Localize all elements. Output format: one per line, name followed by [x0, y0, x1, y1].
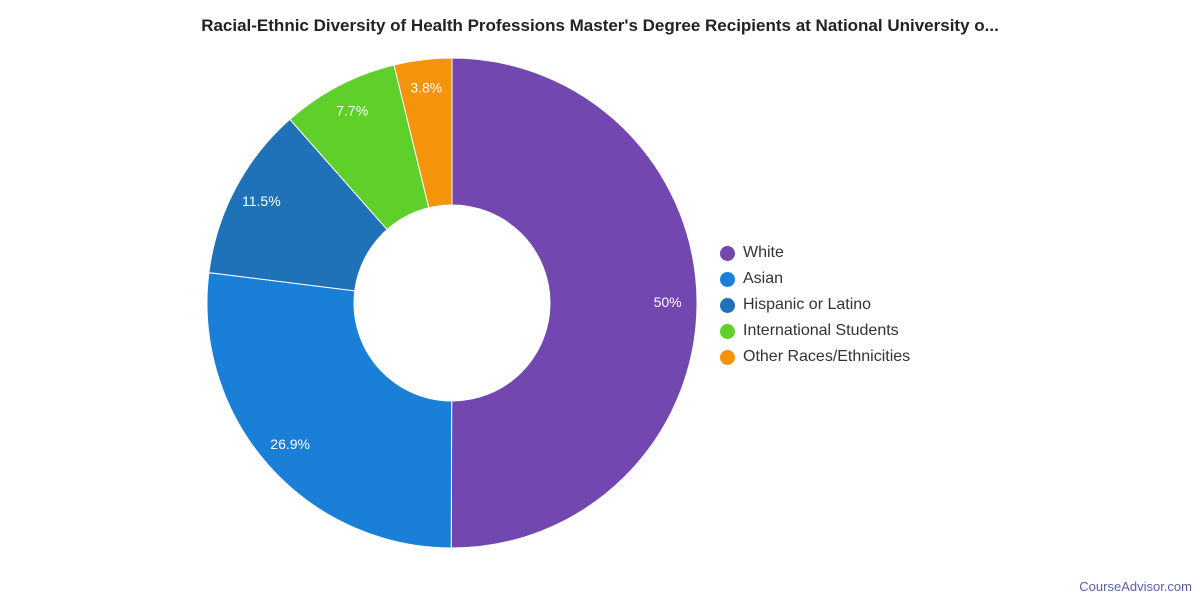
- legend-swatch-icon: [720, 349, 735, 365]
- slice-hispanic-or-latino[interactable]: [208, 118, 388, 292]
- slice-value-label: 3.8%: [410, 80, 442, 96]
- chart-title: Racial-Ethnic Diversity of Health Profes…: [201, 16, 999, 35]
- source-watermark[interactable]: CourseAdvisor.com: [1079, 579, 1192, 594]
- legend-item-hispanic-or-latino[interactable]: Hispanic or Latino: [720, 292, 910, 318]
- legend-label: White: [743, 244, 784, 261]
- legend-swatch-icon: [720, 297, 735, 313]
- legend-swatch-icon: [720, 271, 735, 287]
- slice-white[interactable]: [450, 57, 698, 549]
- slice-value-label: 26.9%: [270, 436, 310, 452]
- legend-item-other-races-ethnicities[interactable]: Other Races/Ethnicities: [720, 344, 910, 370]
- chart-legend: White Asian Hispanic or Latino Internationa…: [720, 240, 910, 370]
- legend-item-white[interactable]: White: [720, 240, 910, 266]
- legend-label: Hispanic or Latino: [743, 296, 872, 313]
- slice-value-label: 11.5%: [242, 193, 281, 209]
- slice-asian[interactable]: [206, 272, 453, 549]
- legend-item-international-students[interactable]: International Students: [720, 318, 910, 344]
- slice-value-label: 50%: [654, 294, 682, 310]
- slice-value-label: 7.7%: [336, 103, 368, 119]
- slice-other-races-ethnicities[interactable]: [393, 57, 453, 209]
- legend-label: Asian: [743, 270, 784, 287]
- legend-label: Other Races/Ethnicities: [743, 348, 911, 365]
- legend-swatch-icon: [720, 323, 735, 339]
- legend-label: International Students: [743, 322, 899, 339]
- legend-item-asian[interactable]: Asian: [720, 266, 910, 292]
- legend-swatch-icon: [720, 245, 735, 261]
